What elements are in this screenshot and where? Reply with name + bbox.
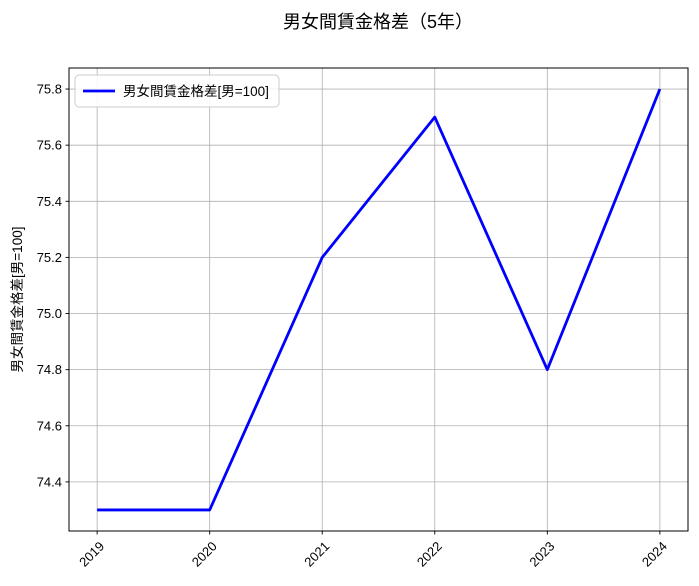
y-tick-label: 75.8 — [37, 82, 62, 97]
y-tick-label: 74.4 — [37, 474, 62, 489]
y-tick-label: 75.6 — [37, 138, 62, 153]
y-axis-label: 男女間賃金格差[男=100] — [9, 227, 25, 373]
y-tick-label: 75.4 — [37, 194, 62, 209]
chart-title: 男女間賃金格差（5年） — [283, 12, 473, 32]
legend-box — [74, 74, 280, 108]
x-tick-label: 2022 — [414, 539, 445, 570]
tick-layer: 74.4 74.6 74.8 75.0 75.2 75.4 75.6 75.8 2019 2020… — [37, 82, 670, 570]
data-line — [97, 88, 662, 512]
y-tick-label: 75.0 — [37, 306, 62, 321]
x-tick-label: 2020 — [189, 539, 220, 570]
series-layer — [97, 88, 662, 512]
grid-layer — [69, 68, 688, 531]
legend-label: 男女間賃金格差[男=100] — [123, 83, 269, 99]
x-tick-label: 2024 — [639, 539, 670, 570]
x-tick-label: 2021 — [301, 539, 332, 570]
x-tick-label: 2023 — [526, 539, 557, 570]
y-tick-label: 75.2 — [37, 250, 62, 265]
plot-border — [68, 67, 689, 532]
y-tick-label: 74.6 — [37, 418, 62, 433]
y-tick-label: 74.8 — [37, 362, 62, 377]
legend: 男女間賃金格差[男=100] — [74, 74, 280, 108]
x-tick-label: 2019 — [76, 539, 107, 570]
